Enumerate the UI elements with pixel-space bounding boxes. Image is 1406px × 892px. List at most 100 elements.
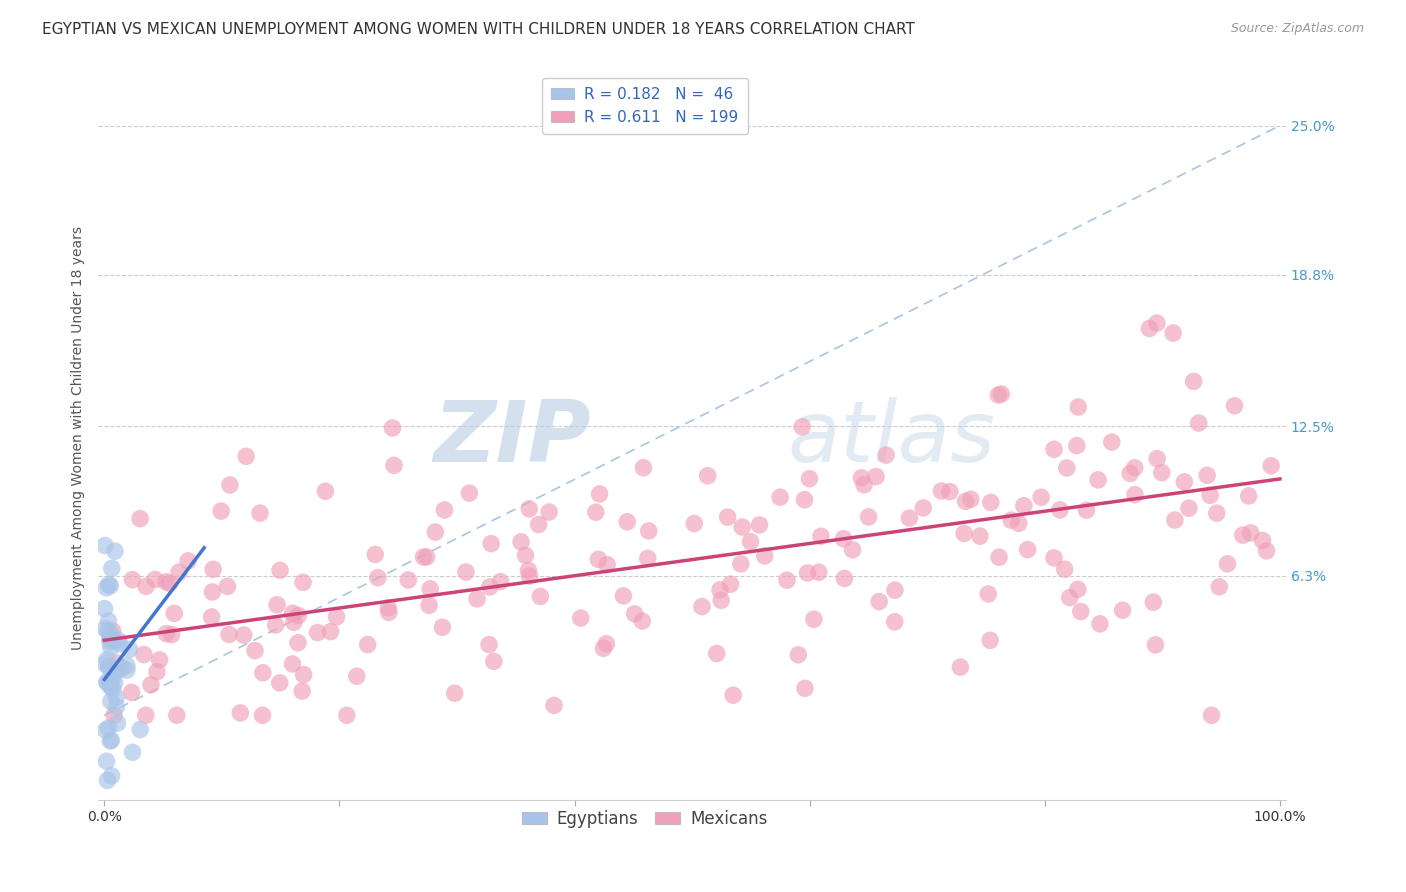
Point	[432, 620, 454, 634]
Point	[1173, 475, 1195, 489]
Point	[129, 511, 152, 525]
Point	[730, 557, 752, 571]
Point	[1070, 605, 1092, 619]
Point	[1043, 550, 1066, 565]
Point	[865, 469, 887, 483]
Point	[146, 665, 169, 679]
Point	[412, 549, 434, 564]
Point	[977, 587, 1000, 601]
Point	[793, 492, 815, 507]
Point	[243, 643, 266, 657]
Point	[1111, 603, 1133, 617]
Point	[103, 633, 125, 648]
Point	[129, 723, 152, 737]
Point	[101, 561, 124, 575]
Point	[479, 536, 502, 550]
Point	[382, 458, 405, 473]
Point	[269, 675, 291, 690]
Point	[100, 733, 122, 747]
Point	[631, 614, 654, 628]
Point	[135, 579, 157, 593]
Point	[100, 579, 122, 593]
Point	[104, 544, 127, 558]
Point	[160, 627, 183, 641]
Point	[159, 576, 181, 591]
Point	[1188, 416, 1211, 430]
Point	[959, 492, 981, 507]
Point	[416, 549, 439, 564]
Point	[97, 577, 120, 591]
Point	[949, 660, 972, 674]
Point	[1076, 503, 1098, 517]
Point	[979, 633, 1001, 648]
Point	[418, 599, 440, 613]
Point	[249, 506, 271, 520]
Point	[569, 611, 592, 625]
Point	[787, 648, 810, 662]
Point	[799, 472, 821, 486]
Point	[367, 571, 389, 585]
Point	[287, 608, 309, 623]
Point	[101, 681, 124, 696]
Point	[723, 688, 745, 702]
Point	[776, 573, 799, 587]
Point	[201, 610, 224, 624]
Point	[166, 708, 188, 723]
Point	[135, 708, 157, 723]
Point	[596, 558, 619, 572]
Point	[1043, 442, 1066, 457]
Point	[97, 614, 120, 628]
Point	[105, 716, 128, 731]
Point	[1260, 458, 1282, 473]
Point	[1012, 499, 1035, 513]
Point	[834, 571, 856, 585]
Point	[283, 615, 305, 630]
Point	[683, 516, 706, 531]
Point	[218, 627, 240, 641]
Point	[527, 517, 550, 532]
Point	[287, 636, 309, 650]
Point	[177, 554, 200, 568]
Point	[97, 721, 120, 735]
Point	[588, 552, 610, 566]
Point	[1197, 468, 1219, 483]
Point	[314, 484, 336, 499]
Point	[93, 601, 115, 615]
Point	[953, 526, 976, 541]
Point	[1256, 544, 1278, 558]
Text: Source: ZipAtlas.com: Source: ZipAtlas.com	[1230, 22, 1364, 36]
Point	[1000, 513, 1022, 527]
Point	[292, 667, 315, 681]
Point	[987, 388, 1010, 402]
Point	[1150, 466, 1173, 480]
Point	[939, 484, 962, 499]
Point	[281, 607, 304, 621]
Point	[100, 694, 122, 708]
Point	[107, 633, 129, 648]
Point	[98, 634, 121, 648]
Point	[1142, 595, 1164, 609]
Point	[1164, 513, 1187, 527]
Point	[202, 562, 225, 576]
Point	[364, 548, 387, 562]
Point	[696, 468, 718, 483]
Text: EGYPTIAN VS MEXICAN UNEMPLOYMENT AMONG WOMEN WITH CHILDREN UNDER 18 YEARS CORREL: EGYPTIAN VS MEXICAN UNEMPLOYMENT AMONG W…	[42, 22, 915, 37]
Text: ZIP: ZIP	[433, 397, 591, 480]
Point	[292, 575, 315, 590]
Point	[980, 495, 1002, 509]
Point	[1146, 451, 1168, 466]
Point	[709, 582, 731, 597]
Point	[1031, 490, 1053, 504]
Point	[163, 607, 186, 621]
Point	[1208, 580, 1230, 594]
Point	[1205, 506, 1227, 520]
Point	[616, 515, 638, 529]
Point	[912, 500, 935, 515]
Point	[1232, 528, 1254, 542]
Point	[103, 708, 125, 723]
Point	[1066, 439, 1088, 453]
Point	[807, 566, 830, 580]
Point	[336, 708, 359, 723]
Point	[690, 599, 713, 614]
Point	[1088, 616, 1111, 631]
